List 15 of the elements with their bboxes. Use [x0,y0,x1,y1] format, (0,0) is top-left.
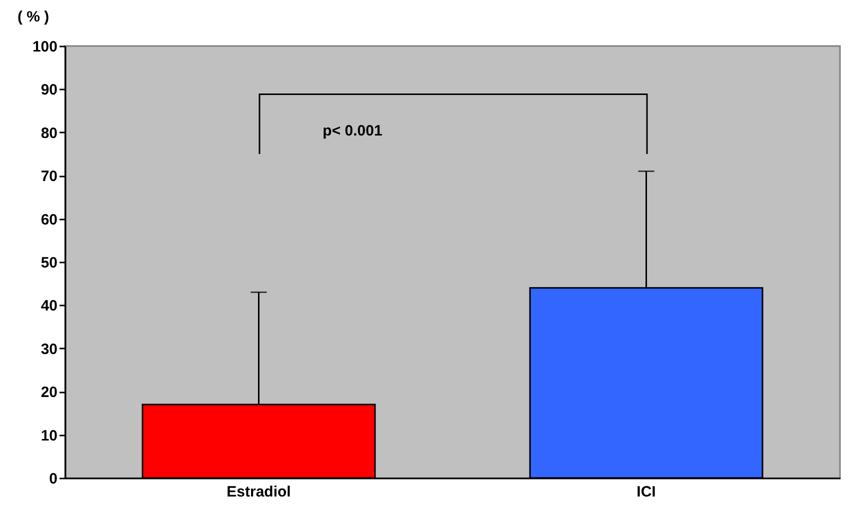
y-tick-label: 50 [40,254,58,272]
x-tick-label: ICI [636,484,656,500]
x-tick-label: Estradiol [226,484,291,500]
y-tick-label: 100 [32,38,58,56]
y-tick-label: 30 [40,340,58,358]
annotation: p< 0.001 [322,122,382,140]
y-tick-label: 20 [40,384,58,402]
y-axis-title: ( % ) [18,8,50,26]
y-tick-label: 60 [40,211,58,228]
y-tick-label: 70 [40,168,58,186]
y-tick-label: 80 [40,124,58,142]
y-tick-label: 10 [40,427,58,444]
y-tick-label: 90 [40,82,58,99]
y-tick-label: 40 [40,298,58,315]
y-tick-label: 0 [49,470,58,488]
